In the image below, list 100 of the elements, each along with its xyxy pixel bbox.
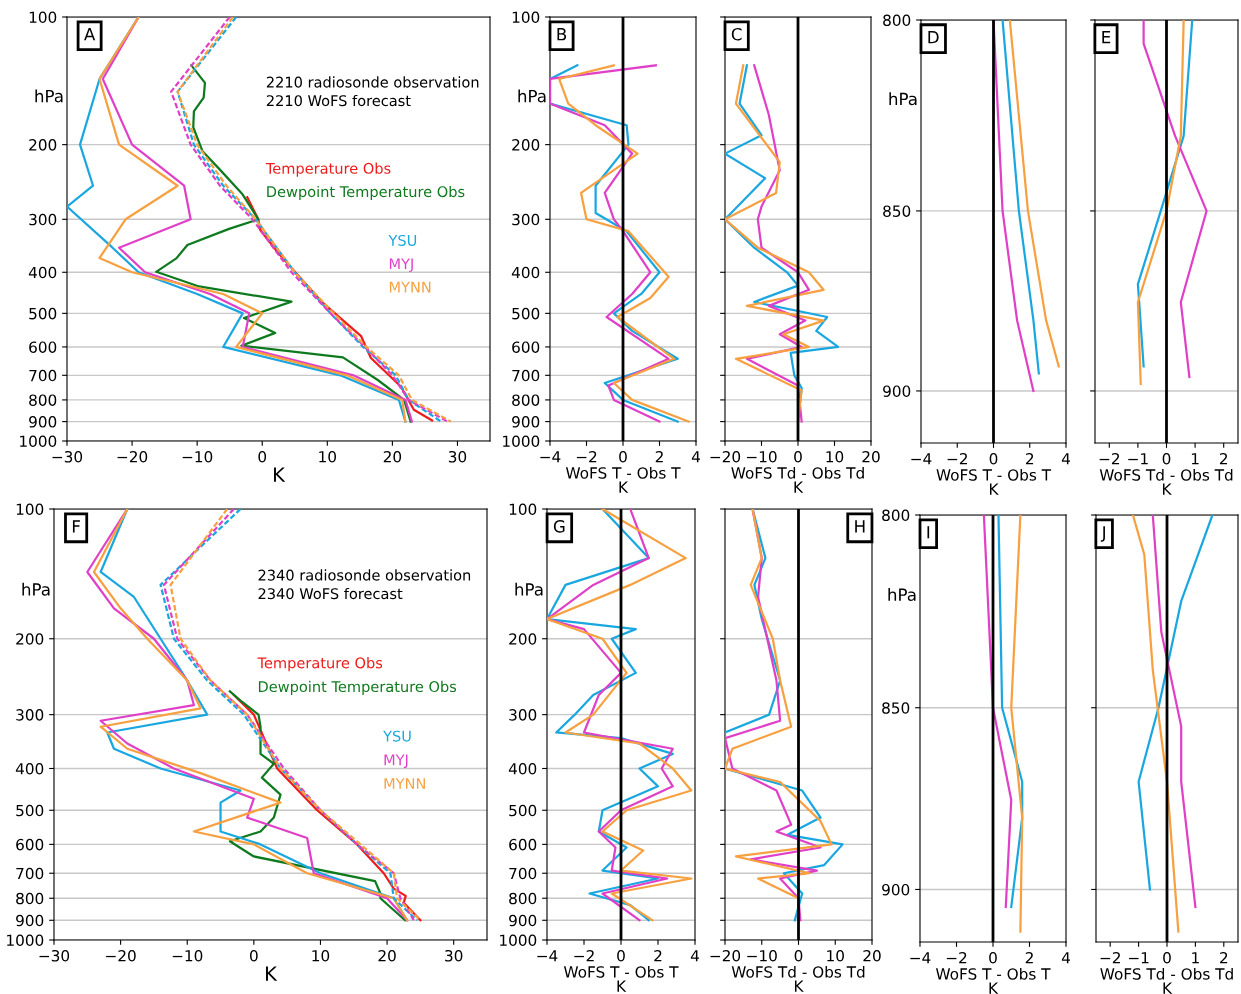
annotation: A (84, 28, 96, 41)
x-axis-title: K (266, 966, 278, 981)
x-tick-label: −10 (747, 450, 777, 463)
annotation: F (72, 520, 80, 533)
x-tick-label: 2 (1220, 951, 1228, 964)
x-tick-label: 0 (989, 951, 997, 964)
x-tick-label: 2 (1025, 951, 1033, 964)
text: MYJ (389, 258, 413, 272)
x-tick-label: 0 (249, 949, 258, 962)
x-tick-label: 0 (619, 450, 627, 463)
y-tick-label: 300 (29, 213, 57, 226)
x-tick-label: 10 (319, 450, 337, 463)
y-tick-label: 900 (512, 416, 540, 428)
x-tick-label: 0 (794, 949, 803, 962)
annotation: G (553, 520, 565, 533)
x-tick-label: 10 (827, 949, 844, 962)
y-tick-label: 900 (16, 914, 44, 927)
x-tick-label: −2 (947, 452, 967, 465)
x-tick-label: −30 (39, 949, 70, 962)
series-label: Dewpoint Temperature Obs (267, 185, 465, 201)
series-label: Temperature Obs (265, 162, 391, 177)
x-tick-label: 4 (1061, 453, 1070, 465)
y-axis-title: hPa (22, 582, 50, 596)
x-tick-label: 20 (378, 949, 396, 962)
x-tick-label: 2 (655, 450, 663, 463)
x-tick-label: −20 (710, 949, 741, 962)
text: MYNN (384, 778, 425, 789)
y-tick-label: 200 (512, 139, 540, 151)
x-axis-title: WoFS T - Obs T K (565, 466, 681, 493)
text: YSU (388, 234, 417, 246)
annotation: 2340 radiosonde observation 2340 WoFS forecast (258, 569, 471, 600)
y-axis-title: hPa (888, 588, 916, 601)
y-tick-label: 100 (16, 503, 44, 516)
x-tick-label: 4 (1061, 952, 1070, 964)
x-tick-label: 30 (445, 949, 463, 962)
x-tick-label: −10 (747, 949, 777, 962)
x-tick-label: −1 (1128, 453, 1148, 465)
x-axis-title: WoFS Td - Obs Td K (1100, 967, 1233, 994)
x-tick-label: −10 (182, 450, 213, 463)
y-tick-label: 700 (509, 867, 537, 880)
y-axis-title: hPa (518, 89, 546, 103)
annotation: C (731, 27, 742, 41)
x-tick-label: 2 (654, 949, 662, 962)
x-tick-label: 2 (1026, 452, 1034, 465)
y-tick-label: 400 (508, 762, 537, 775)
x-tick-label: 1 (1192, 952, 1199, 964)
y-tick-label: 600 (512, 341, 540, 353)
x-tick-label: 0 (794, 450, 802, 463)
x-tick-label: −4 (537, 950, 558, 962)
y-tick-label: 400 (511, 266, 540, 279)
x-axis-title: WoFS Td - Obs Td K (731, 965, 865, 992)
x-tick-label: 0 (989, 452, 998, 465)
annotation: J (1100, 526, 1105, 542)
y-tick-label: 800 (509, 892, 537, 905)
x-tick-label: −2 (946, 951, 967, 964)
y-tick-label: 300 (16, 709, 44, 721)
x-axis-title: WoFS T - Obs T K (936, 468, 1052, 495)
y-tick-label: 400 (28, 266, 57, 279)
x-tick-label: −20 (106, 949, 136, 962)
x-tick-label: 20 (863, 949, 881, 962)
x-tick-label: 20 (383, 450, 402, 463)
x-axis-title: WoFS Td - Obs Td K (731, 466, 864, 493)
y-tick-label: 1000 (503, 435, 540, 448)
x-tick-label: 1 (1191, 453, 1199, 465)
y-tick-label: 700 (29, 369, 57, 382)
y-tick-label: 600 (509, 838, 537, 851)
y-tick-label: 600 (29, 341, 57, 353)
x-tick-label: 0 (1163, 951, 1171, 964)
y-tick-label: 1000 (500, 934, 537, 947)
y-tick-label: 200 (509, 633, 537, 645)
y-tick-label: 200 (29, 139, 57, 151)
y-tick-label: 400 (15, 762, 44, 775)
annotation: 2210 radiosonde observation 2210 WoFS forecast (266, 76, 479, 107)
x-tick-label: 0 (1162, 452, 1171, 465)
y-tick-label: 700 (512, 369, 540, 382)
y-tick-label: 500 (509, 804, 537, 817)
y-tick-label: 500 (512, 307, 540, 320)
x-axis-title: K (274, 467, 286, 482)
text: YSU (383, 730, 411, 742)
y-tick-label: 300 (509, 709, 537, 721)
x-tick-label: 10 (312, 949, 330, 962)
y-tick-label: 900 (509, 914, 537, 927)
y-tick-label: 900 (882, 883, 910, 896)
x-tick-label: 2 (1219, 452, 1228, 465)
x-tick-label: −20 (710, 450, 741, 463)
x-tick-label: −4 (910, 952, 931, 964)
y-tick-label: 1000 (7, 934, 44, 947)
y-tick-label: 850 (882, 702, 910, 714)
x-tick-label: 0 (617, 949, 625, 962)
y-axis-title: hPa (515, 582, 543, 596)
y-tick-label: 1000 (20, 435, 57, 448)
y-tick-label: 800 (882, 509, 910, 522)
x-tick-label: −10 (172, 949, 203, 962)
y-tick-label: 900 (29, 416, 57, 428)
x-tick-label: −20 (117, 450, 148, 463)
x-tick-label: 10 (826, 450, 844, 463)
x-tick-label: 20 (862, 450, 880, 463)
x-tick-label: −4 (911, 453, 932, 465)
text: MYJ (384, 754, 408, 769)
x-axis-title: WoFS T - Obs T K (563, 965, 679, 992)
